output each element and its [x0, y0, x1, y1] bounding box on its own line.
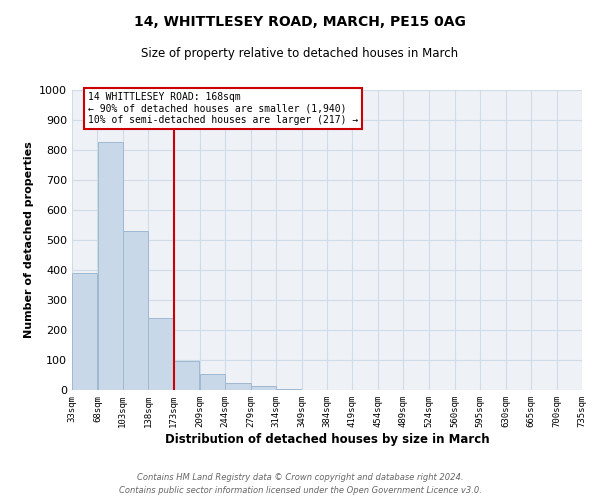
- Bar: [98, 142, 122, 390]
- Bar: [148, 318, 173, 390]
- X-axis label: Distribution of detached houses by size in March: Distribution of detached houses by size …: [164, 432, 490, 446]
- Text: 14 WHITTLESEY ROAD: 168sqm
← 90% of detached houses are smaller (1,940)
10% of s: 14 WHITTLESEY ROAD: 168sqm ← 90% of deta…: [88, 92, 358, 124]
- Text: Contains HM Land Registry data © Crown copyright and database right 2024.
Contai: Contains HM Land Registry data © Crown c…: [119, 474, 481, 495]
- Text: 14, WHITTLESEY ROAD, MARCH, PE15 0AG: 14, WHITTLESEY ROAD, MARCH, PE15 0AG: [134, 15, 466, 29]
- Bar: [251, 386, 276, 390]
- Y-axis label: Number of detached properties: Number of detached properties: [23, 142, 34, 338]
- Bar: [174, 361, 199, 390]
- Bar: [123, 231, 148, 390]
- Bar: [72, 273, 97, 390]
- Bar: [200, 374, 225, 390]
- Bar: [277, 388, 301, 390]
- Bar: [226, 384, 251, 390]
- Text: Size of property relative to detached houses in March: Size of property relative to detached ho…: [142, 48, 458, 60]
